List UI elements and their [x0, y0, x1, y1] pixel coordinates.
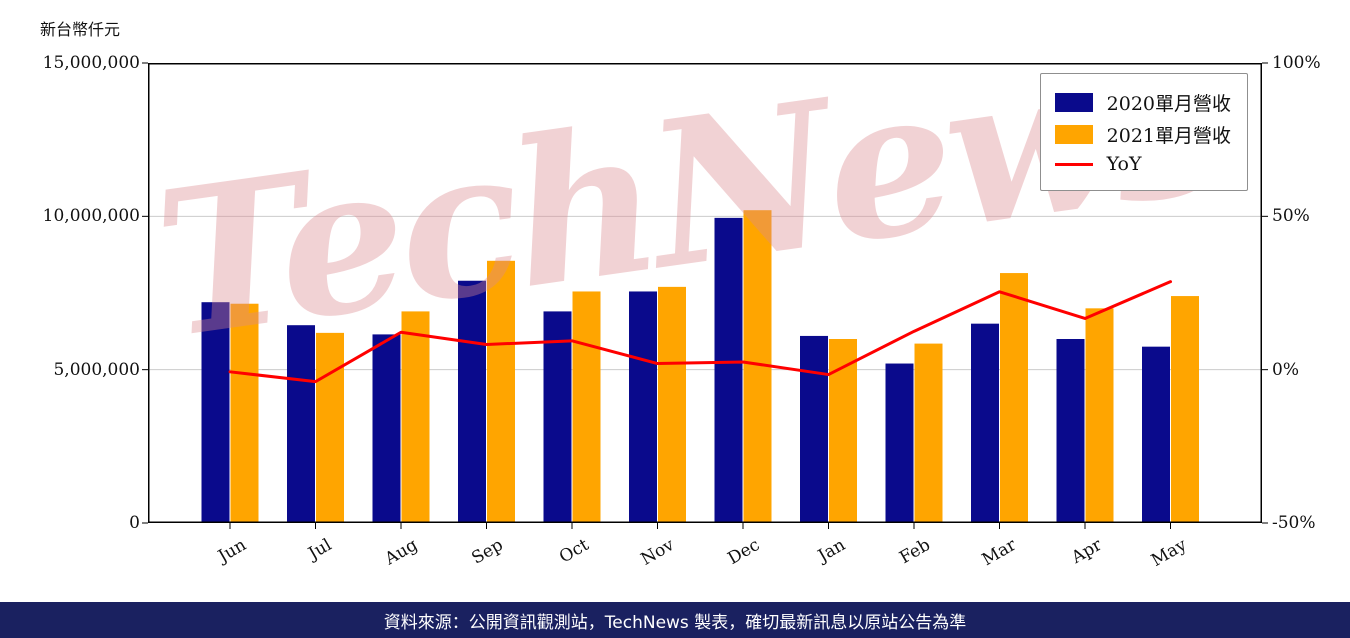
- plot-border: [148, 63, 1262, 523]
- bar-2020單月營收-Dec: [714, 217, 743, 523]
- bar-2020單月營收-Jan: [800, 335, 828, 523]
- bar-2021單月營收-Apr: [1085, 308, 1114, 523]
- bar-2021單月營收-Oct: [572, 291, 601, 523]
- bar-2021單月營收-Jan: [829, 339, 857, 523]
- legend-item-2021單月營收: 2021單月營收: [1054, 121, 1231, 148]
- bar-2021單月營收-Sep: [487, 260, 515, 523]
- x-axis-tick-label: May: [1148, 535, 1191, 571]
- footer-text: 資料來源：公開資訊觀測站，TechNews 製表，確切最新訊息以原站公告為準: [383, 612, 967, 633]
- x-axis-tick-label: Dec: [724, 535, 763, 569]
- right-axis-tick-label: 100%: [1272, 53, 1321, 73]
- legend: 2020單月營收 2021單月營收 YoY: [1039, 73, 1248, 191]
- bar-2020單月營收-Jun: [201, 302, 230, 523]
- x-axis-tick-label: Jul: [305, 535, 336, 564]
- bar-2020單月營收-Jul: [287, 325, 315, 523]
- x-axis-tick-label: Jan: [814, 535, 849, 567]
- right-axis-tick-label: 50%: [1272, 206, 1310, 227]
- right-axis-tick-label: 0%: [1272, 359, 1299, 380]
- bar-2020單月營收-Feb: [885, 363, 914, 523]
- legend-item-YoY: YoY: [1054, 153, 1231, 175]
- legend-rows: 2020單月營收 2021單月營收 YoY: [1054, 89, 1231, 175]
- x-axis-tick-label: Nov: [637, 535, 678, 570]
- bar-2020單月營收-May: [1142, 346, 1170, 523]
- bar-2021單月營收-Mar: [1000, 273, 1028, 523]
- bar-2020單月營收-Apr: [1056, 339, 1085, 523]
- bar-2021單月營收-Nov: [658, 286, 686, 523]
- bar-2021單月營收-Aug: [401, 311, 430, 523]
- legend-line-swatch: [1054, 162, 1093, 166]
- x-axis-tick-label: Mar: [978, 535, 1020, 571]
- y-axis-tick-label: 0: [129, 513, 140, 533]
- bar-2020單月營收-Sep: [458, 280, 486, 523]
- legend-color-swatch: [1054, 93, 1093, 112]
- x-axis-tick-label: Sep: [468, 535, 507, 569]
- footer-bar: 資料來源：公開資訊觀測站，TechNews 製表，確切最新訊息以原站公告為準: [0, 602, 1350, 638]
- x-axis-tick-label: Jun: [215, 535, 250, 567]
- legend-color-swatch: [1054, 125, 1093, 144]
- x-axis-tick-label: Oct: [555, 535, 592, 568]
- bar-2020單月營收-Aug: [372, 334, 401, 523]
- bar-2021單月營收-Jul: [316, 332, 344, 523]
- x-axis-tick-label: Aug: [381, 535, 421, 570]
- bar-2020單月營收-Nov: [629, 291, 657, 523]
- x-axis-tick-label: Apr: [1067, 535, 1105, 568]
- legend-item-2020單月營收: 2020單月營收: [1054, 89, 1231, 116]
- legend-label: YoY: [1106, 153, 1142, 175]
- bar-2021單月營收-Feb: [914, 343, 943, 523]
- yoy-line: [228, 280, 1172, 384]
- bar-2020單月營收-Oct: [543, 311, 572, 523]
- legend-label: 2020單月營收: [1106, 93, 1231, 115]
- bar-2021單月營收-Jun: [230, 303, 259, 523]
- y-axis-tick-label: 15,000,000: [42, 53, 140, 73]
- x-axis-tick-label: Feb: [896, 535, 934, 569]
- bar-2020單月營收-Mar: [971, 323, 999, 523]
- y-axis-tick-label: 10,000,000: [42, 206, 140, 227]
- y-axis-tick-label: 5,000,000: [53, 359, 140, 380]
- y-axis-title: 新台幣仟元: [40, 20, 121, 39]
- bar-2021單月營收-May: [1171, 296, 1199, 523]
- chart-plot-area: [142, 62, 1268, 529]
- legend-label: 2021單月營收: [1106, 125, 1231, 147]
- right-axis-tick-label: -50%: [1272, 513, 1316, 533]
